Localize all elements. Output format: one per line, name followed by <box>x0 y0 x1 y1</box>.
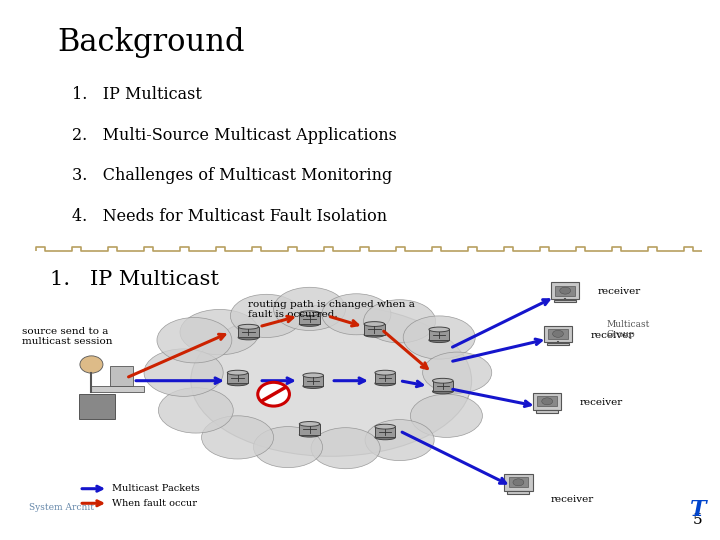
FancyBboxPatch shape <box>544 326 572 342</box>
Circle shape <box>80 356 103 373</box>
Ellipse shape <box>364 322 384 327</box>
FancyBboxPatch shape <box>504 474 533 491</box>
Ellipse shape <box>158 388 233 433</box>
FancyArrowPatch shape <box>262 316 293 326</box>
FancyBboxPatch shape <box>375 427 395 437</box>
Ellipse shape <box>191 305 472 456</box>
FancyBboxPatch shape <box>303 375 323 386</box>
FancyBboxPatch shape <box>536 410 558 413</box>
Ellipse shape <box>552 330 564 338</box>
FancyBboxPatch shape <box>90 386 144 391</box>
Ellipse shape <box>429 338 449 342</box>
FancyArrowPatch shape <box>330 316 358 326</box>
FancyBboxPatch shape <box>300 313 320 324</box>
FancyBboxPatch shape <box>433 381 453 392</box>
Ellipse shape <box>274 287 346 330</box>
FancyArrowPatch shape <box>334 378 364 383</box>
Ellipse shape <box>300 311 320 316</box>
Ellipse shape <box>144 349 223 396</box>
Text: 1.   IP Multicast: 1. IP Multicast <box>50 270 220 289</box>
FancyBboxPatch shape <box>228 373 248 383</box>
FancyBboxPatch shape <box>508 477 528 487</box>
FancyArrowPatch shape <box>82 501 102 506</box>
FancyBboxPatch shape <box>548 329 568 339</box>
Ellipse shape <box>238 335 258 340</box>
Ellipse shape <box>300 321 320 326</box>
Ellipse shape <box>180 309 259 355</box>
FancyArrowPatch shape <box>453 389 531 407</box>
FancyArrowPatch shape <box>82 486 102 491</box>
FancyArrowPatch shape <box>452 300 549 347</box>
FancyArrowPatch shape <box>384 331 427 369</box>
Ellipse shape <box>303 383 323 388</box>
Ellipse shape <box>429 327 449 332</box>
FancyBboxPatch shape <box>554 300 576 302</box>
Ellipse shape <box>230 294 302 338</box>
Ellipse shape <box>157 318 232 363</box>
FancyBboxPatch shape <box>537 396 557 406</box>
Ellipse shape <box>375 381 395 386</box>
FancyArrowPatch shape <box>402 432 505 483</box>
Ellipse shape <box>238 325 258 329</box>
FancyBboxPatch shape <box>429 329 449 340</box>
FancyBboxPatch shape <box>555 286 575 295</box>
Text: 1.   IP Multicast: 1. IP Multicast <box>72 86 202 103</box>
Text: receiver: receiver <box>598 287 641 296</box>
Ellipse shape <box>559 287 571 294</box>
FancyBboxPatch shape <box>79 394 115 418</box>
Ellipse shape <box>300 422 320 427</box>
FancyBboxPatch shape <box>300 424 320 435</box>
Ellipse shape <box>513 479 524 486</box>
Text: receiver: receiver <box>551 495 594 504</box>
Ellipse shape <box>228 381 248 386</box>
FancyBboxPatch shape <box>547 343 569 345</box>
Ellipse shape <box>253 427 323 468</box>
Ellipse shape <box>375 424 395 429</box>
FancyArrowPatch shape <box>136 378 220 383</box>
Text: receiver: receiver <box>580 398 623 407</box>
Ellipse shape <box>403 316 475 359</box>
Ellipse shape <box>303 373 323 378</box>
Text: routing path is changed when a
fault is occurred.: routing path is changed when a fault is … <box>248 300 415 319</box>
Text: source send to a
multicast session: source send to a multicast session <box>22 327 112 346</box>
FancyArrowPatch shape <box>453 339 541 361</box>
FancyBboxPatch shape <box>364 324 384 335</box>
Text: System Archit: System Archit <box>29 503 94 512</box>
Text: 2.   Multi-Source Multicast Applications: 2. Multi-Source Multicast Applications <box>72 127 397 144</box>
Ellipse shape <box>364 332 384 337</box>
FancyBboxPatch shape <box>508 491 529 494</box>
Text: When fault occur: When fault occur <box>112 499 197 508</box>
Ellipse shape <box>202 416 274 459</box>
Ellipse shape <box>322 294 391 335</box>
Ellipse shape <box>433 389 453 394</box>
Ellipse shape <box>541 398 553 405</box>
FancyArrowPatch shape <box>129 334 225 377</box>
FancyArrowPatch shape <box>402 381 423 387</box>
Ellipse shape <box>423 352 492 393</box>
Text: receiver: receiver <box>590 332 634 340</box>
Text: T: T <box>690 500 706 521</box>
Ellipse shape <box>375 370 395 375</box>
Text: Multicast
Group: Multicast Group <box>606 320 649 339</box>
FancyBboxPatch shape <box>533 393 562 410</box>
Text: Background: Background <box>58 27 245 58</box>
Text: 5: 5 <box>693 512 702 526</box>
FancyBboxPatch shape <box>551 282 580 299</box>
Circle shape <box>258 382 289 406</box>
Ellipse shape <box>433 379 453 383</box>
FancyBboxPatch shape <box>110 366 133 386</box>
Ellipse shape <box>364 300 436 343</box>
FancyBboxPatch shape <box>375 373 395 383</box>
Ellipse shape <box>228 370 248 375</box>
Ellipse shape <box>375 435 395 440</box>
FancyBboxPatch shape <box>238 327 258 338</box>
Text: 4.   Needs for Multicast Fault Isolation: 4. Needs for Multicast Fault Isolation <box>72 208 387 225</box>
Ellipse shape <box>365 420 434 461</box>
Text: Multicast Packets: Multicast Packets <box>112 484 199 493</box>
Ellipse shape <box>311 428 380 469</box>
FancyArrowPatch shape <box>262 378 292 383</box>
Text: 3.   Challenges of Multicast Monitoring: 3. Challenges of Multicast Monitoring <box>72 167 392 184</box>
Ellipse shape <box>410 394 482 437</box>
Ellipse shape <box>300 432 320 437</box>
